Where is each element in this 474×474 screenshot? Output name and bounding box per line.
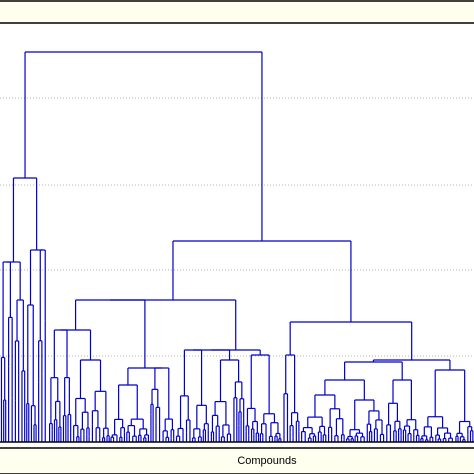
top-frame-band	[0, 0, 474, 24]
gridlines	[0, 97, 474, 357]
x-axis-label: Compounds	[237, 455, 297, 467]
plot-area	[0, 24, 474, 442]
dendrogram-tree	[0, 51, 474, 442]
bottom-frame-band	[0, 447, 474, 474]
